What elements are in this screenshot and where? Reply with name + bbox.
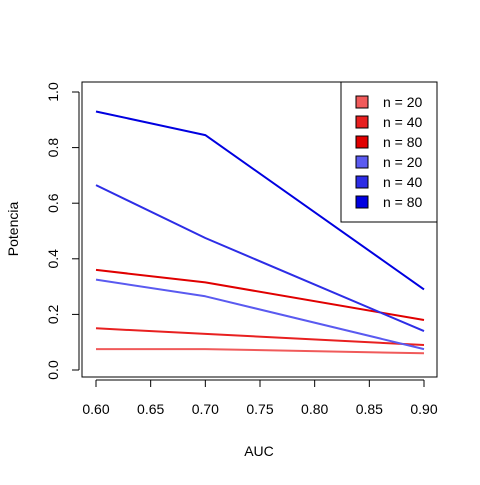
series-layer xyxy=(95,110,425,355)
x-tick-label: 0.80 xyxy=(301,401,328,417)
legend-swatch xyxy=(355,135,369,149)
legend-swatch xyxy=(355,115,369,129)
y-tick-label: 0.8 xyxy=(45,138,61,158)
legend-swatch xyxy=(355,175,369,189)
legend-label: n = 80 xyxy=(383,194,423,210)
y-axis: 0.0 0.2 0.4 0.6 0.8 1.0 xyxy=(45,82,80,380)
legend-swatch xyxy=(355,195,369,209)
x-tick-label: 0.65 xyxy=(137,401,164,417)
y-tick-label: 1.0 xyxy=(45,82,61,102)
legend-label: n = 20 xyxy=(383,154,423,170)
plot-frame xyxy=(81,81,438,378)
legend-label: n = 40 xyxy=(383,114,423,130)
series-line-0 xyxy=(96,348,425,355)
legend-label: n = 20 xyxy=(383,94,423,110)
y-tick-label: 0.0 xyxy=(45,360,61,380)
x-tick-label: 0.75 xyxy=(246,401,273,417)
series-line-2 xyxy=(95,268,425,321)
y-tick-label: 0.2 xyxy=(45,304,61,324)
x-tick-label: 0.85 xyxy=(356,401,383,417)
series-line-3 xyxy=(95,278,425,351)
y-axis-label: Potencia xyxy=(5,202,21,257)
x-tick-label: 0.60 xyxy=(82,401,109,417)
series-line-5 xyxy=(95,110,425,291)
legend-label: n = 80 xyxy=(383,134,423,150)
legend-swatch xyxy=(355,155,369,169)
series-line-1 xyxy=(95,327,425,346)
x-axis-label: AUC xyxy=(244,443,274,459)
legend: n = 20 n = 40 n = 80 n = 20 n = 40 n = 80 xyxy=(340,81,438,223)
y-tick-label: 0.4 xyxy=(45,249,61,269)
legend-swatch xyxy=(355,95,369,109)
series-line-4 xyxy=(95,184,425,333)
legend-label: n = 40 xyxy=(383,174,423,190)
x-tick-label: 0.90 xyxy=(410,401,437,417)
x-axis: 0.60 0.65 0.70 0.75 0.80 0.85 0.90 xyxy=(82,379,438,417)
x-tick-label: 0.70 xyxy=(192,401,219,417)
y-tick-label: 0.6 xyxy=(45,193,61,213)
